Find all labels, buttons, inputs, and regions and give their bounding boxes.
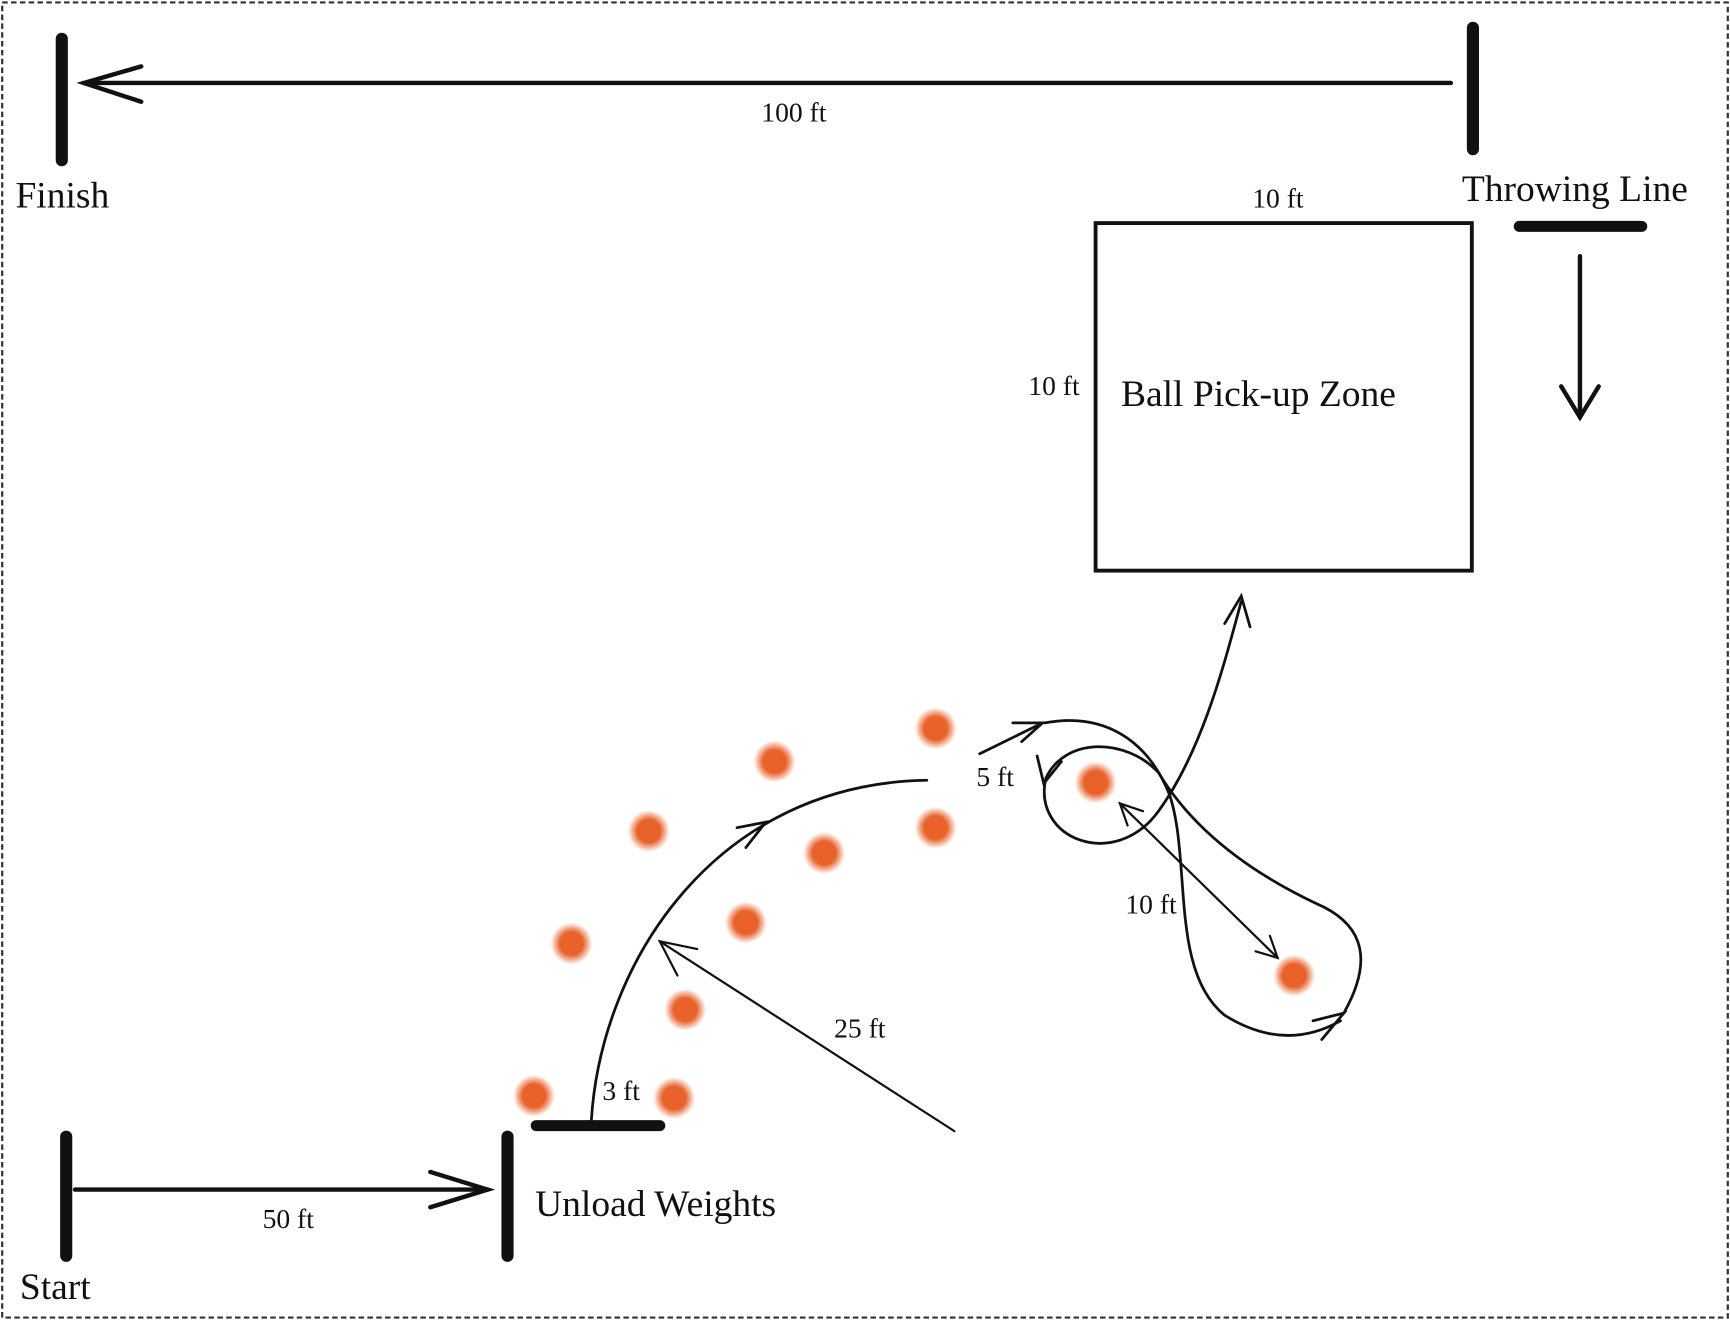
radius-arrow xyxy=(657,939,956,1133)
cone xyxy=(914,707,957,750)
cone xyxy=(550,922,593,965)
radius-dimension: 25 ft xyxy=(834,1012,886,1043)
throwing-line-label: Throwing Line xyxy=(1462,169,1688,210)
cone xyxy=(803,832,846,875)
top-run-dimension: 100 ft xyxy=(761,97,826,128)
cone xyxy=(653,1077,696,1119)
start-label: Start xyxy=(20,1267,91,1308)
cone xyxy=(513,1074,555,1117)
cone xyxy=(1273,954,1316,997)
gap-dimension: 5 ft xyxy=(976,761,1014,792)
figure-eight-path xyxy=(1035,592,1363,1041)
cone xyxy=(664,988,707,1031)
finish-label: Finish xyxy=(15,176,109,217)
cone xyxy=(724,901,767,944)
ball-pickup-zone-label: Ball Pick-up Zone xyxy=(1121,374,1396,415)
cone-spacing-dimension: 10 ft xyxy=(1125,889,1177,920)
ball-pickup-zone-box xyxy=(1093,221,1474,573)
cone xyxy=(914,806,957,849)
cone xyxy=(1074,761,1117,804)
weave-path-arrow xyxy=(589,778,929,1122)
bottom-run-dimension: 50 ft xyxy=(263,1203,315,1234)
cones xyxy=(513,707,1316,1119)
bottom-run-arrow xyxy=(72,1169,496,1210)
cone xyxy=(627,810,670,852)
box-width-dimension: 10 ft xyxy=(1252,183,1304,214)
entry-arrow xyxy=(978,721,1047,756)
unload-weights-label: Unload Weights xyxy=(535,1184,776,1225)
box-height-dimension: 10 ft xyxy=(1028,370,1080,401)
down-arrow xyxy=(1558,253,1601,422)
cone-spacing-arrow xyxy=(1118,801,1280,960)
unload-bar-dimension: 3 ft xyxy=(602,1075,640,1106)
cone xyxy=(753,740,796,783)
top-run-arrow xyxy=(76,64,1454,104)
